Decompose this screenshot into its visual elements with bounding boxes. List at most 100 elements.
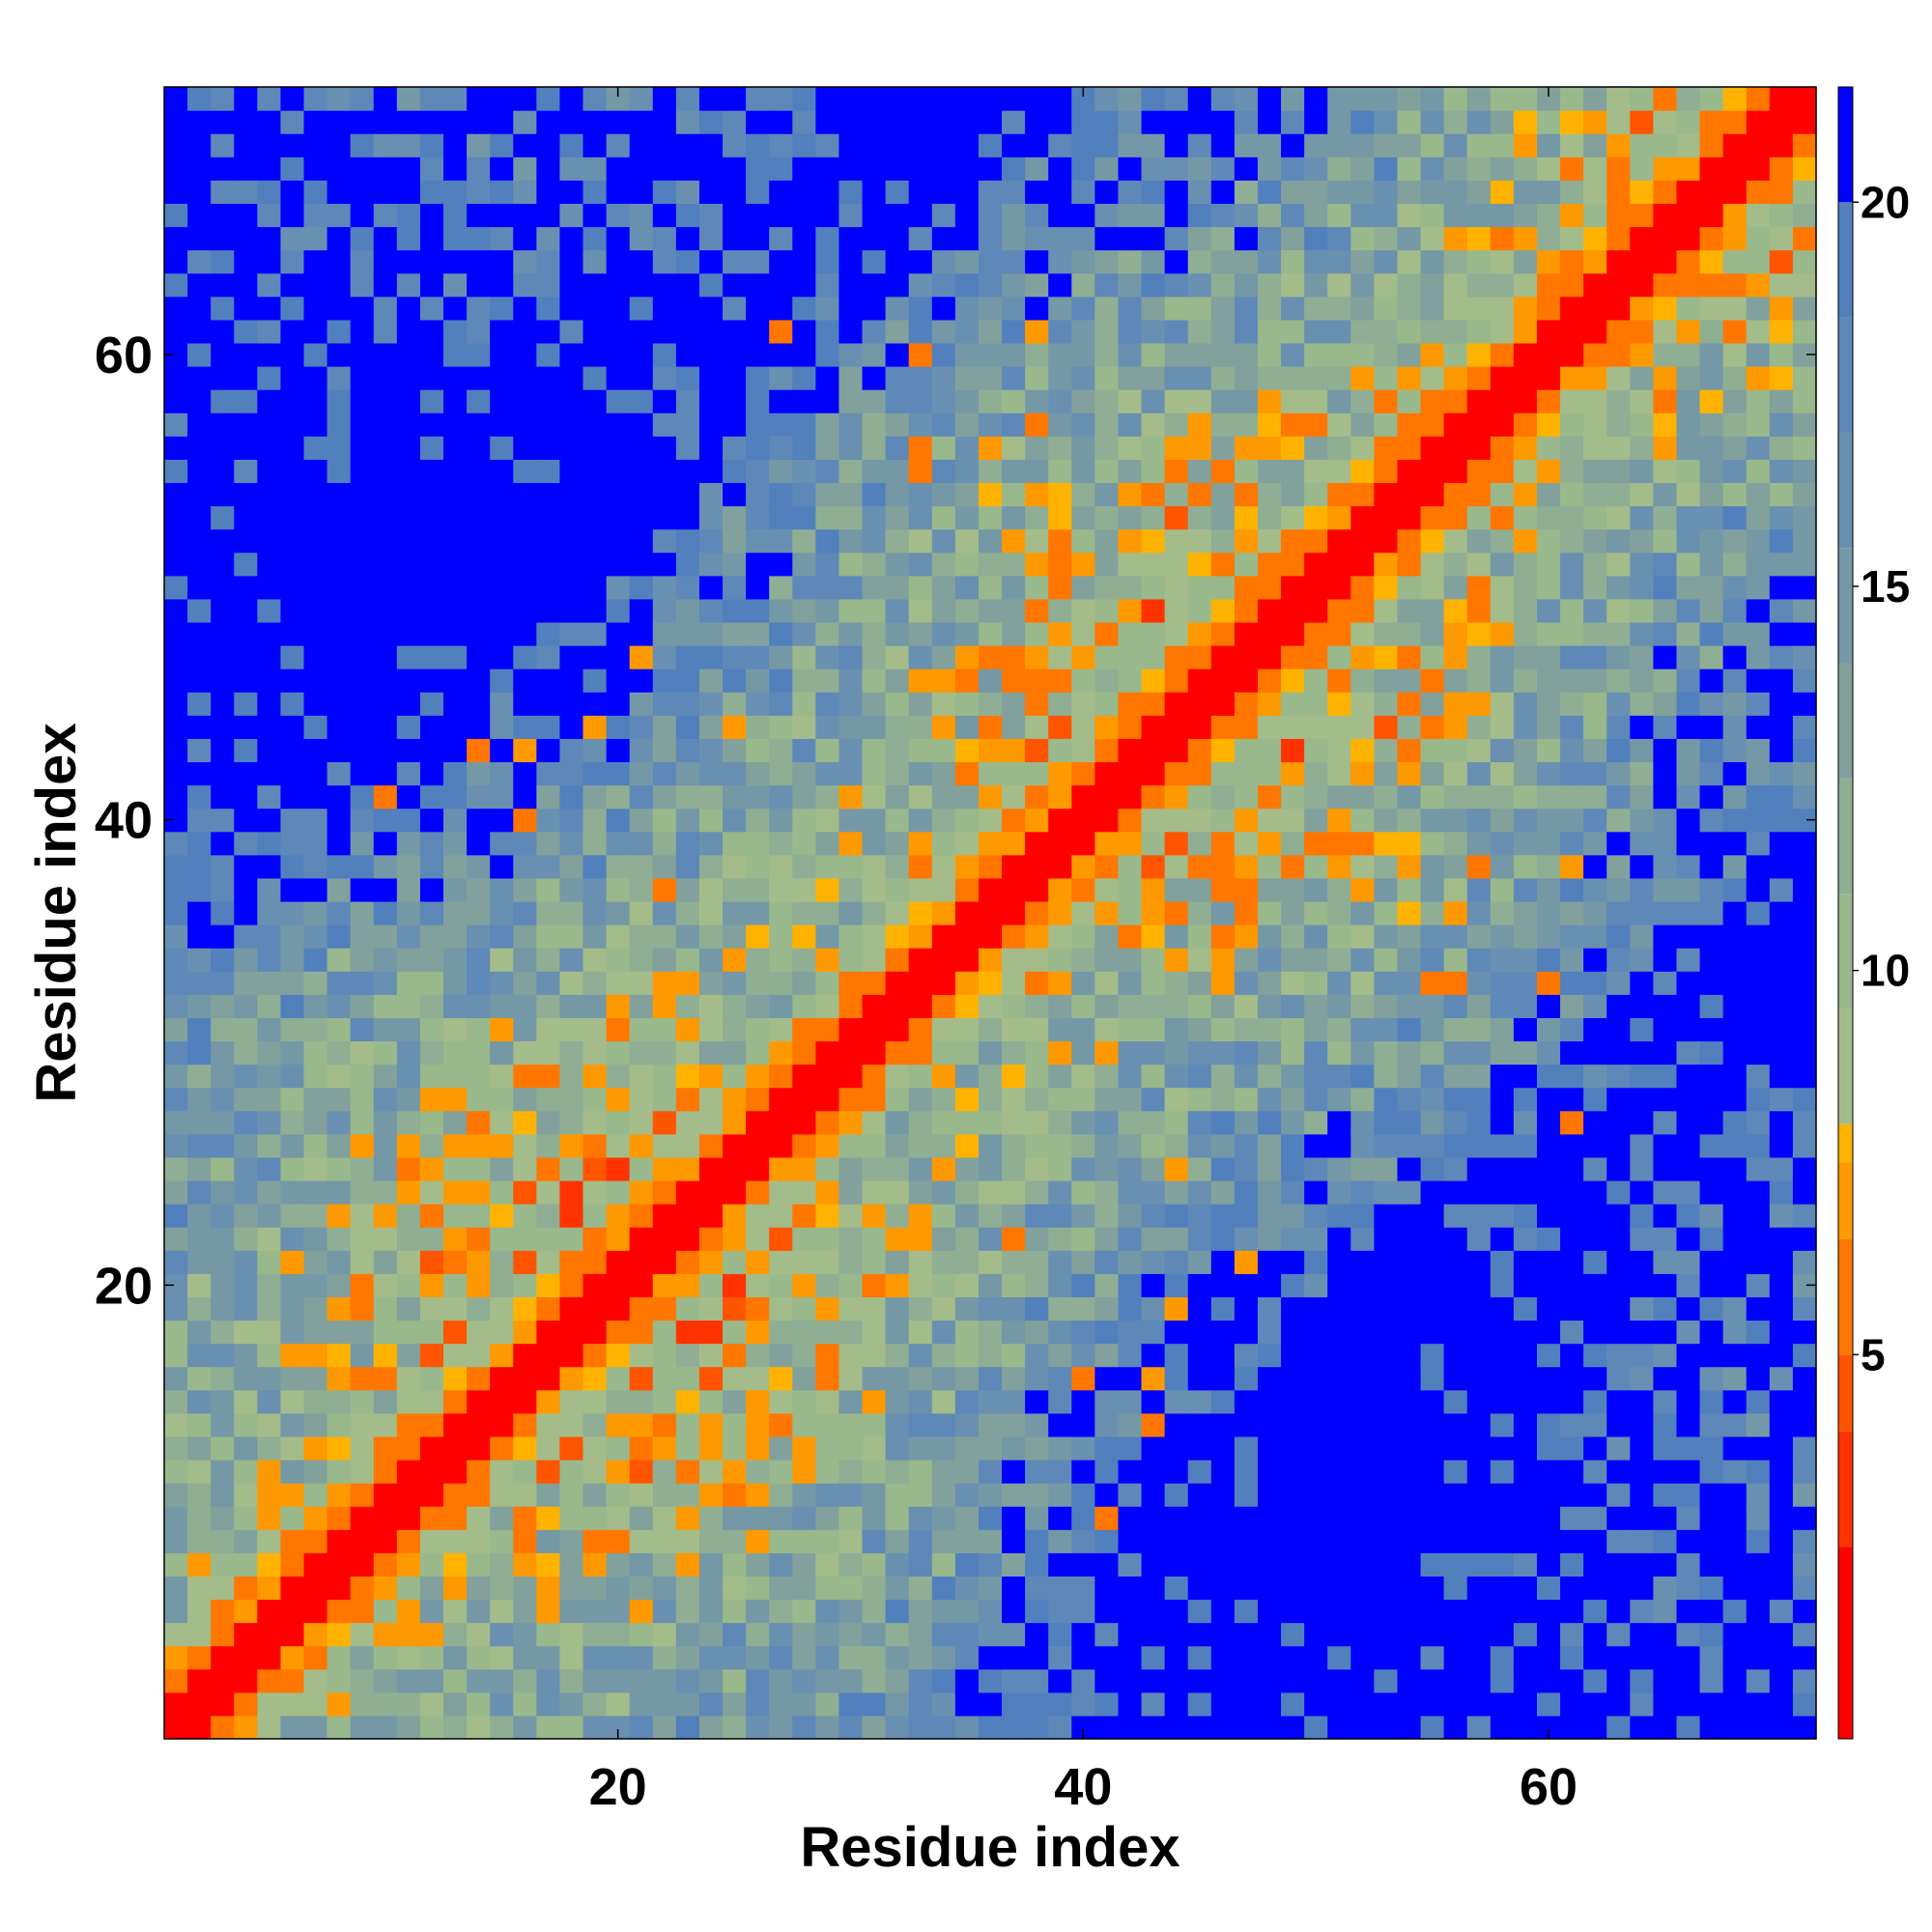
heatmap-cell — [1002, 296, 1026, 321]
heatmap-cell — [723, 87, 747, 111]
heatmap-cell — [1141, 575, 1166, 600]
heatmap-cell — [723, 715, 747, 739]
heatmap-cell — [373, 203, 398, 228]
heatmap-cell — [1560, 505, 1584, 530]
heatmap-cell — [1420, 738, 1445, 763]
heatmap-cell — [1443, 1320, 1468, 1345]
heatmap-cell — [1374, 1459, 1399, 1484]
heatmap-cell — [1653, 1250, 1678, 1274]
heatmap-cell — [513, 1599, 537, 1624]
heatmap-cell — [1513, 1366, 1538, 1391]
heatmap-cell — [536, 738, 561, 763]
heatmap-cell — [164, 1179, 188, 1205]
heatmap-cell — [769, 1110, 793, 1135]
heatmap-cell — [1653, 249, 1678, 274]
heatmap-cell — [1257, 1529, 1282, 1553]
heatmap-cell — [838, 1622, 864, 1647]
heatmap-cell — [443, 831, 468, 856]
heatmap-cell — [1583, 1389, 1607, 1414]
heatmap-cell — [1722, 133, 1747, 157]
heatmap-cell — [211, 668, 235, 693]
heatmap-cell — [698, 1506, 724, 1530]
heatmap-cell — [652, 738, 677, 763]
heatmap-cell — [1397, 1366, 1422, 1391]
heatmap-cell — [1304, 924, 1328, 949]
heatmap-cell — [187, 645, 212, 669]
heatmap-cell — [467, 598, 491, 623]
heatmap-cell — [1164, 1599, 1189, 1624]
heatmap-cell — [490, 1227, 514, 1251]
heatmap-cell — [1187, 319, 1212, 344]
heatmap-cell — [234, 87, 258, 111]
heatmap-cell — [1769, 761, 1794, 786]
heatmap-cell — [606, 1227, 631, 1251]
heatmap-cell — [559, 1273, 584, 1297]
heatmap-cell — [769, 1459, 793, 1484]
heatmap-cell — [1769, 249, 1794, 274]
heatmap-cell — [327, 296, 352, 321]
heatmap-cell — [1141, 1435, 1166, 1461]
heatmap-cell — [1722, 831, 1747, 856]
heatmap-cell — [280, 1064, 305, 1089]
heatmap-cell — [1560, 1133, 1584, 1158]
heatmap-cell — [303, 1156, 328, 1181]
heatmap-cell — [1466, 1715, 1492, 1740]
heatmap-cell — [954, 1506, 980, 1530]
heatmap-cell — [1792, 1110, 1817, 1135]
heatmap-cell — [1025, 87, 1049, 111]
heatmap-cell — [1374, 436, 1399, 460]
heatmap-cell — [1141, 1668, 1166, 1693]
heatmap-cell — [629, 366, 654, 390]
heatmap-cell — [792, 1156, 816, 1181]
heatmap-cell — [257, 436, 282, 460]
heatmap-cell — [1071, 1087, 1095, 1112]
heatmap-cell — [746, 1179, 770, 1205]
heatmap-cell — [303, 1599, 328, 1624]
heatmap-cell — [1141, 87, 1166, 111]
heatmap-cell — [280, 203, 305, 228]
heatmap-cell — [723, 412, 747, 437]
heatmap-cell — [815, 971, 840, 995]
heatmap-cell — [303, 249, 328, 274]
heatmap-cell — [1699, 436, 1724, 460]
heatmap-cell — [954, 1622, 980, 1647]
heatmap-cell — [1025, 1227, 1049, 1251]
heatmap-cell — [1094, 598, 1120, 623]
heatmap-cell — [862, 1250, 887, 1274]
heatmap-cell — [1281, 133, 1305, 157]
heatmap-cell — [1420, 598, 1445, 623]
heatmap-cell — [513, 1529, 537, 1553]
heatmap-cell — [1653, 366, 1678, 390]
heatmap-cell — [1071, 1156, 1095, 1181]
heatmap-cell — [1164, 1668, 1189, 1693]
heatmap-cell — [559, 1459, 584, 1484]
heatmap-cell — [652, 459, 677, 484]
heatmap-cell — [1164, 1715, 1189, 1740]
heatmap-cell — [606, 1645, 631, 1670]
heatmap-cell — [1513, 1087, 1538, 1112]
heatmap-cell — [1606, 482, 1631, 507]
heatmap-cell — [187, 1622, 212, 1647]
heatmap-cell — [1374, 877, 1399, 902]
heatmap-cell — [1327, 296, 1351, 321]
heatmap-cell — [513, 1110, 537, 1135]
heatmap-cell — [327, 808, 352, 833]
heatmap-cell — [1234, 1483, 1259, 1507]
heatmap-cell — [1536, 1017, 1561, 1042]
heatmap-cell — [443, 1576, 468, 1601]
heatmap-cell — [1560, 598, 1584, 623]
heatmap-cell — [211, 272, 235, 298]
heatmap-cell — [327, 226, 352, 251]
heatmap-cell — [1560, 1273, 1584, 1297]
heatmap-cell — [1187, 1459, 1212, 1484]
heatmap-cell — [1490, 319, 1515, 344]
heatmap-cell — [723, 1529, 747, 1553]
heatmap-cell — [1397, 1576, 1422, 1601]
heatmap-cell — [606, 133, 631, 157]
heatmap-cell — [350, 994, 375, 1018]
heatmap-cell — [1420, 900, 1445, 925]
heatmap-cell — [1676, 1273, 1701, 1297]
heatmap-cell — [582, 203, 608, 228]
heatmap-cell — [373, 948, 398, 972]
heatmap-cell — [396, 505, 421, 530]
